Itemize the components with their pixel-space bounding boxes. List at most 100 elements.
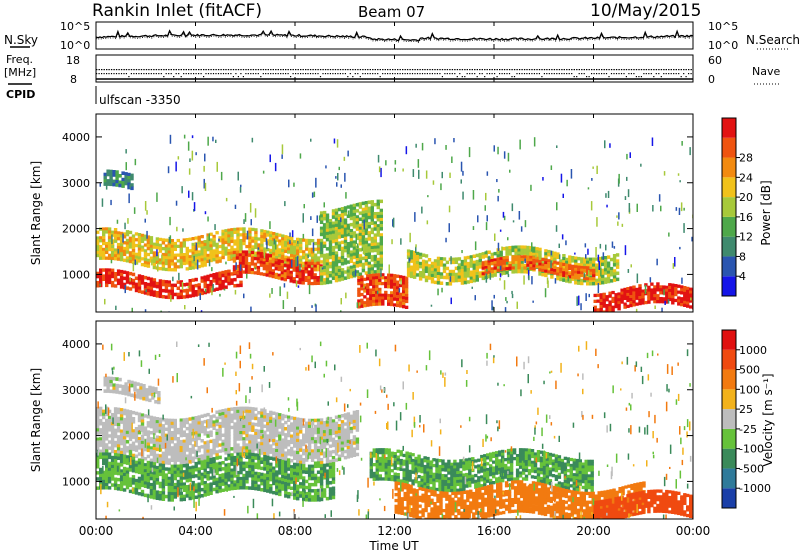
freq-point (603, 69, 605, 71)
heatmap-cell (194, 483, 198, 487)
heatmap-cell (316, 446, 321, 450)
heatmap-cell (409, 256, 414, 260)
heatmap-cell (379, 217, 383, 222)
heatmap-cell (99, 455, 103, 460)
heatmap-cell (191, 251, 195, 255)
heatmap-cell (102, 486, 106, 490)
heatmap-cell (167, 295, 171, 300)
heatmap-cell (173, 492, 177, 496)
heatmap-cell (125, 473, 130, 478)
heatmap-cell (242, 239, 246, 243)
heatmap-cell (176, 482, 180, 487)
heatmap-cell (472, 226, 475, 230)
heatmap-cell (390, 300, 394, 304)
heatmap-cell (113, 468, 118, 472)
heatmap-cell (107, 461, 112, 466)
heatmap-cell (370, 203, 374, 207)
freq-point (421, 69, 424, 71)
heatmap-cell (356, 243, 359, 249)
heatmap-cell (116, 471, 121, 476)
heatmap-cell (245, 421, 249, 426)
heatmap-cell (254, 447, 258, 451)
heatmap-cell (122, 258, 127, 262)
heatmap-cell (404, 285, 409, 289)
nave-point (379, 76, 381, 78)
heatmap-cell (265, 253, 269, 257)
heatmap-cell (497, 242, 500, 251)
heatmap-cell (137, 492, 142, 496)
heatmap-cell (152, 422, 157, 426)
heatmap-cell (113, 230, 118, 235)
heatmap-cell (161, 267, 166, 271)
heatmap-cell (325, 274, 330, 279)
heatmap-cell (260, 240, 264, 245)
heatmap-cell (606, 279, 611, 284)
heatmap-cell (611, 296, 615, 301)
heatmap-cell (299, 424, 303, 428)
heatmap-cell (235, 256, 240, 260)
heatmap-cell (436, 278, 441, 282)
heatmap-cell (140, 257, 145, 261)
heatmap-cell (337, 275, 342, 279)
heatmap-cell (209, 244, 213, 248)
heatmap-cell (247, 270, 252, 274)
heatmap-cell (260, 429, 264, 434)
heatmap-cell (185, 478, 189, 483)
heatmap-cell (305, 439, 309, 444)
heatmap-cell (161, 433, 166, 437)
heatmap-cell (367, 243, 371, 247)
heatmap-cell (185, 426, 189, 431)
heatmap-cell (272, 417, 276, 422)
nave-point (588, 76, 590, 78)
heatmap-cell (218, 467, 222, 472)
heatmap-cell (99, 239, 103, 243)
heatmap-cell (170, 498, 174, 502)
heatmap-cell (337, 272, 342, 276)
heatmap-cell (197, 256, 201, 260)
heatmap-cell (603, 268, 608, 272)
heatmap-cell (475, 262, 479, 267)
heatmap-cell (349, 213, 354, 218)
heatmap-cell (430, 267, 435, 272)
heatmap-cell (239, 242, 243, 246)
heatmap-cell (105, 280, 109, 284)
heatmap-cell (319, 278, 324, 282)
heatmap-cell (290, 434, 294, 438)
freq-point (596, 69, 598, 71)
heatmap-cell (376, 218, 380, 222)
heatmap-cell (164, 494, 169, 499)
heatmap-cell (155, 429, 160, 433)
heatmap-cell (215, 450, 219, 454)
nave-point (384, 73, 386, 75)
heatmap-cell (491, 300, 493, 311)
nave-point (399, 73, 401, 75)
heatmap-cell (146, 473, 151, 477)
heatmap-cell (110, 428, 115, 432)
heatmap-cell (283, 272, 287, 276)
heatmap-cell (325, 247, 330, 251)
freq-point (392, 69, 394, 71)
heatmap-cell (287, 443, 291, 447)
heatmap-cell (629, 298, 633, 302)
heatmap-cell (338, 166, 340, 171)
heatmap-cell (242, 440, 246, 444)
heatmap-cell (179, 479, 183, 484)
heatmap-cell (565, 274, 569, 278)
heatmap-cell (193, 255, 195, 262)
heatmap-cell (125, 230, 130, 234)
heatmap-cell (281, 240, 285, 244)
freq-point (486, 69, 488, 71)
heatmap-cell (343, 270, 348, 274)
heatmap-cell (376, 266, 380, 271)
heatmap-cell (218, 409, 222, 414)
heatmap-cell (346, 242, 351, 246)
nave-point (354, 73, 356, 75)
heatmap-cell (496, 251, 500, 255)
heatmap-cell (191, 254, 195, 258)
heatmap-cell (526, 251, 530, 256)
heatmap-cell (99, 227, 103, 231)
heatmap-cell (331, 261, 336, 265)
heatmap-cell (209, 482, 213, 486)
heatmap-cell (355, 258, 360, 262)
heatmap-cell (520, 263, 524, 268)
